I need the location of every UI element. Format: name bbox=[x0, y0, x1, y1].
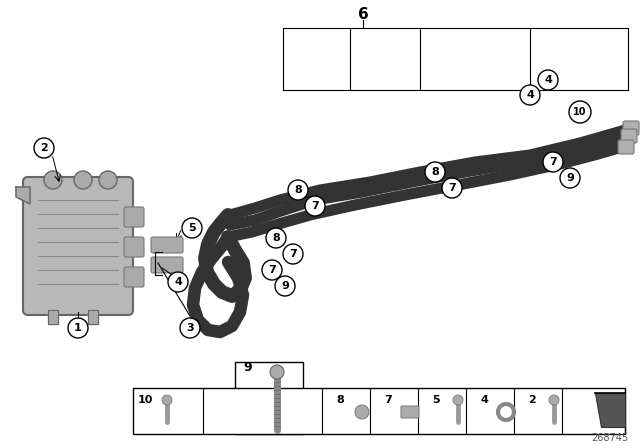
Text: 8: 8 bbox=[294, 185, 302, 195]
Circle shape bbox=[498, 404, 514, 420]
Text: 9: 9 bbox=[566, 173, 574, 183]
Bar bbox=[235, 362, 303, 434]
Polygon shape bbox=[88, 310, 98, 324]
Circle shape bbox=[305, 196, 325, 216]
Circle shape bbox=[288, 180, 308, 200]
Text: 7: 7 bbox=[448, 183, 456, 193]
Polygon shape bbox=[48, 310, 58, 324]
Text: 4: 4 bbox=[480, 395, 488, 405]
Text: 3: 3 bbox=[186, 323, 194, 333]
Circle shape bbox=[425, 162, 445, 182]
Text: 4: 4 bbox=[174, 277, 182, 287]
FancyBboxPatch shape bbox=[124, 267, 144, 287]
Text: 7: 7 bbox=[549, 157, 557, 167]
Text: 1: 1 bbox=[74, 323, 82, 333]
FancyBboxPatch shape bbox=[23, 177, 133, 315]
FancyBboxPatch shape bbox=[401, 406, 419, 418]
Circle shape bbox=[283, 244, 303, 264]
Text: 4: 4 bbox=[526, 90, 534, 100]
Circle shape bbox=[74, 171, 92, 189]
Text: 7: 7 bbox=[311, 201, 319, 211]
Circle shape bbox=[168, 272, 188, 292]
Circle shape bbox=[569, 101, 591, 123]
Text: 6: 6 bbox=[358, 7, 369, 22]
FancyBboxPatch shape bbox=[621, 129, 637, 143]
Circle shape bbox=[99, 171, 117, 189]
Circle shape bbox=[520, 85, 540, 105]
Text: 4: 4 bbox=[544, 75, 552, 85]
Circle shape bbox=[538, 70, 558, 90]
Text: 5: 5 bbox=[432, 395, 440, 405]
Circle shape bbox=[549, 395, 559, 405]
Text: 2: 2 bbox=[40, 143, 48, 153]
Text: 2: 2 bbox=[528, 395, 536, 405]
Bar bbox=[133, 388, 625, 434]
Text: 9: 9 bbox=[281, 281, 289, 291]
Circle shape bbox=[162, 395, 172, 405]
Text: 8: 8 bbox=[336, 395, 344, 405]
Circle shape bbox=[355, 405, 369, 419]
Circle shape bbox=[44, 171, 62, 189]
Circle shape bbox=[262, 260, 282, 280]
Text: 9: 9 bbox=[244, 361, 252, 374]
Circle shape bbox=[453, 395, 463, 405]
Circle shape bbox=[560, 168, 580, 188]
Circle shape bbox=[180, 318, 200, 338]
FancyBboxPatch shape bbox=[618, 140, 634, 154]
FancyBboxPatch shape bbox=[124, 237, 144, 257]
Circle shape bbox=[442, 178, 462, 198]
Text: 268745: 268745 bbox=[591, 433, 628, 443]
Polygon shape bbox=[595, 393, 625, 427]
FancyBboxPatch shape bbox=[124, 207, 144, 227]
Circle shape bbox=[182, 218, 202, 238]
Text: 8: 8 bbox=[431, 167, 439, 177]
Text: 7: 7 bbox=[384, 395, 392, 405]
Text: 7: 7 bbox=[289, 249, 297, 259]
Text: 8: 8 bbox=[272, 233, 280, 243]
Text: 10: 10 bbox=[138, 395, 153, 405]
FancyBboxPatch shape bbox=[151, 257, 183, 273]
Circle shape bbox=[34, 138, 54, 158]
Circle shape bbox=[275, 276, 295, 296]
Circle shape bbox=[543, 152, 563, 172]
Text: 5: 5 bbox=[188, 223, 196, 233]
Polygon shape bbox=[16, 187, 30, 204]
FancyBboxPatch shape bbox=[623, 121, 639, 135]
FancyBboxPatch shape bbox=[151, 237, 183, 253]
Circle shape bbox=[270, 365, 284, 379]
Circle shape bbox=[266, 228, 286, 248]
Text: 10: 10 bbox=[573, 107, 587, 117]
Circle shape bbox=[68, 318, 88, 338]
Text: 7: 7 bbox=[268, 265, 276, 275]
